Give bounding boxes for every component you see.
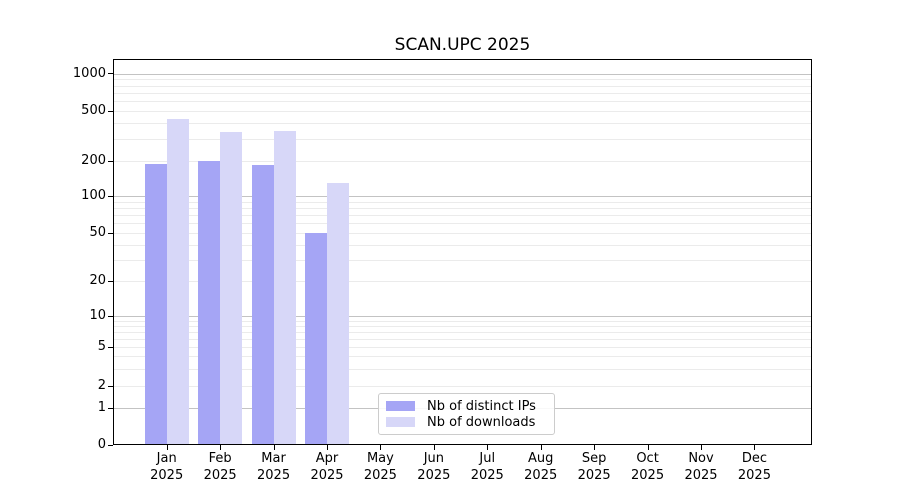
x-tick-label: Nov 2025 (684, 451, 718, 483)
x-tick-label: Aug 2025 (524, 451, 558, 483)
x-tick-mark (594, 445, 596, 450)
minor-gridline (114, 215, 811, 217)
minor-gridline (114, 347, 811, 348)
x-tick-label: Jan 2025 (150, 451, 184, 483)
x-tick-label: Mar 2025 (257, 451, 291, 483)
y-tick-label: 2 (97, 378, 106, 393)
x-tick-label: Jun 2025 (417, 451, 451, 483)
minor-gridline (114, 79, 811, 81)
minor-gridline (114, 123, 811, 125)
y-tick-label: 20 (89, 273, 106, 288)
x-tick-mark (701, 445, 702, 450)
legend-item-downloads: Nb of downloads (386, 414, 546, 430)
legend-item-distinct-ips: Nb of distinct IPs (386, 398, 546, 414)
minor-gridline (114, 331, 811, 333)
bar-nb-of-distinct-ips-jan (144, 163, 167, 444)
x-tick-label: Apr 2025 (310, 451, 344, 483)
bar-nb-of-downloads-jan (166, 119, 189, 444)
x-tick-label: Sep 2025 (577, 451, 611, 483)
minor-gridline (114, 138, 811, 140)
x-tick-mark (754, 445, 756, 450)
y-tick-label: 0 (97, 437, 106, 452)
minor-gridline (114, 207, 811, 209)
x-tick-mark (220, 445, 222, 450)
minor-gridline (114, 259, 811, 261)
y-tick-label: 200 (81, 153, 106, 168)
x-tick-mark (647, 445, 649, 450)
legend-label-distinct-ips: Nb of distinct IPs (427, 398, 536, 414)
y-tick-mark (108, 195, 113, 197)
y-tick-mark (108, 160, 113, 162)
major-gridline (114, 73, 811, 75)
legend: Nb of distinct IPs Nb of downloads (378, 393, 555, 435)
y-tick-label: 50 (89, 225, 106, 240)
y-tick-mark (108, 73, 113, 74)
bar-nb-of-distinct-ips-mar (251, 164, 274, 444)
plot-area (113, 59, 812, 445)
y-tick-label: 500 (81, 103, 106, 118)
legend-label-downloads: Nb of downloads (427, 414, 536, 430)
x-tick-mark (540, 445, 542, 450)
x-tick-label: Jul 2025 (470, 451, 504, 483)
minor-gridline (114, 325, 811, 327)
minor-gridline (114, 368, 811, 370)
minor-gridline (114, 320, 811, 322)
minor-gridline (114, 201, 811, 203)
minor-gridline (114, 85, 811, 87)
minor-gridline (114, 338, 811, 340)
y-tick-mark (108, 280, 113, 282)
x-tick-mark (487, 445, 489, 450)
x-tick-mark (273, 445, 275, 450)
minor-gridline (114, 386, 811, 387)
y-tick-label: 10 (89, 308, 106, 323)
y-tick-mark (108, 444, 113, 446)
minor-gridline (114, 281, 811, 282)
x-tick-mark (433, 445, 435, 450)
minor-gridline (114, 101, 811, 103)
bar-nb-of-downloads-apr (326, 182, 349, 444)
y-tick-mark (108, 407, 113, 409)
legend-swatch-distinct-ips-icon (386, 401, 415, 411)
minor-gridline (114, 111, 811, 112)
x-tick-mark (326, 445, 328, 450)
y-tick-mark (108, 346, 113, 348)
legend-swatch-downloads-icon (386, 417, 415, 427)
bar-nb-of-downloads-feb (220, 132, 243, 444)
x-tick-mark (380, 445, 382, 450)
chart-title: SCAN.UPC 2025 (394, 35, 531, 55)
x-tick-label: Feb 2025 (203, 451, 237, 483)
major-gridline (114, 196, 811, 197)
minor-gridline (114, 92, 811, 94)
bar-nb-of-distinct-ips-feb (198, 161, 221, 444)
minor-gridline (114, 244, 811, 246)
x-tick-label: May 2025 (363, 451, 397, 483)
minor-gridline (114, 233, 811, 234)
x-tick-label: Oct 2025 (631, 451, 665, 483)
y-tick-mark (108, 315, 113, 317)
minor-gridline (114, 161, 811, 162)
y-tick-label: 1 (97, 400, 106, 415)
major-gridline (114, 316, 811, 317)
y-tick-label: 1000 (72, 65, 106, 81)
y-tick-label: 5 (97, 339, 106, 354)
minor-gridline (114, 223, 811, 225)
minor-gridline (114, 356, 811, 358)
y-tick-mark (108, 232, 113, 234)
bar-nb-of-distinct-ips-apr (304, 233, 327, 444)
y-tick-mark (108, 110, 113, 112)
y-tick-mark (108, 385, 113, 387)
x-tick-mark (166, 445, 168, 450)
x-tick-label: Dec 2025 (737, 451, 771, 483)
bar-nb-of-downloads-mar (273, 131, 296, 444)
y-tick-label: 100 (81, 188, 106, 203)
